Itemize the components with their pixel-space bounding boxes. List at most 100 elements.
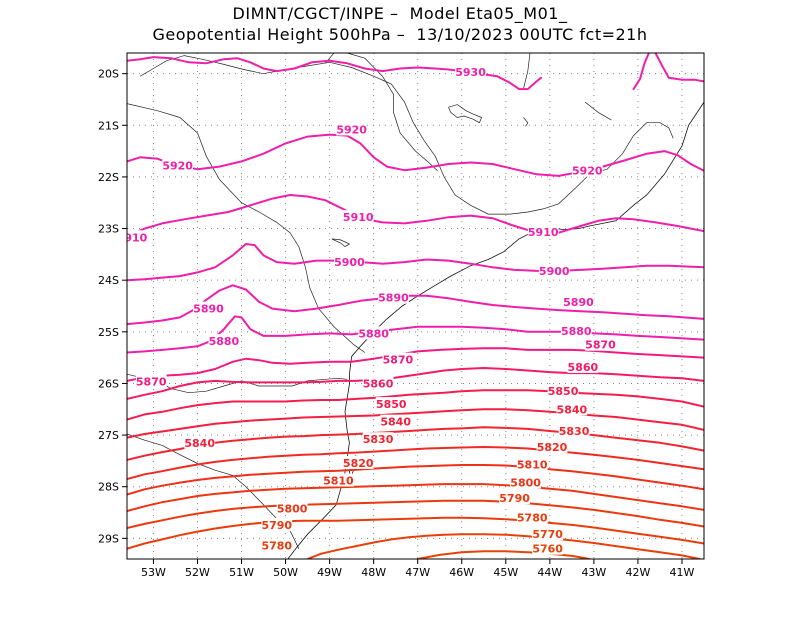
contour-label: 5870 (136, 375, 167, 388)
lon-tick-label: 48W (361, 566, 386, 579)
contour-line-5910 (127, 194, 704, 238)
contour-label-bg (563, 294, 594, 308)
lat-tick-label: 22S (98, 171, 119, 184)
state-border (127, 103, 366, 353)
lake-outline (523, 117, 529, 127)
contour-label: 5870 (383, 354, 414, 367)
contour-label: 5830 (559, 425, 590, 438)
contour-label: 5850 (548, 385, 579, 398)
contour-label: 5810 (323, 475, 354, 488)
contour-label: 5820 (343, 457, 374, 470)
contour-line-5890 (127, 284, 704, 326)
contour-label: 5790 (499, 492, 530, 505)
contour-label-bg (536, 439, 568, 453)
contour-line-5840 (127, 408, 704, 439)
coastline (287, 101, 704, 559)
contour-label-bg (516, 510, 548, 524)
contour-label-bg (162, 158, 194, 172)
lat-tick-label: 23S (98, 223, 119, 236)
contour-label-bg (358, 326, 390, 340)
contour-label: 5840 (557, 403, 588, 416)
contour-label-bg (510, 475, 542, 489)
contour-label-layer: 5930 5920 5920 5920 5910 910 5910 5900 5900 5890 5… (124, 65, 616, 556)
lon-tick-label: 44W (537, 566, 562, 579)
contour-label: 5910 (343, 211, 374, 224)
contour-label-bg (560, 323, 592, 337)
contour-label: 5860 (363, 377, 394, 390)
contour-label-bg (380, 414, 412, 428)
contour-label: 5850 (376, 398, 407, 411)
lon-tick-label: 43W (581, 566, 606, 579)
contour-layer (127, 53, 704, 559)
contour-line-5930 (654, 53, 704, 83)
contour-label: 5780 (261, 540, 292, 553)
contour-label-bg (378, 290, 409, 304)
lat-tick-label: 28S (98, 481, 119, 494)
contour-label-bg (276, 501, 308, 515)
lon-tick-label: 41W (670, 566, 695, 579)
contour-label: 5910 (528, 226, 559, 239)
contour-label-bg (362, 432, 394, 446)
contour-line-5900 (127, 243, 704, 282)
contour-line-5790 (127, 499, 704, 529)
lon-tick-label: 47W (405, 566, 430, 579)
contour-label: 5860 (568, 361, 599, 374)
contour-label: 5900 (539, 265, 570, 278)
contour-line-5830 (127, 426, 704, 461)
contour-line-5810 (127, 464, 704, 496)
lake-outline (331, 238, 351, 248)
contour-label-bg (127, 230, 148, 244)
contour-label-bg (184, 435, 216, 449)
contour-label: 5890 (193, 303, 224, 316)
map-title-line-2: Geopotential Height 500hPa – 13/10/2023 … (152, 25, 648, 44)
contour-line-5820 (127, 446, 704, 480)
contour-label: 5800 (277, 502, 308, 515)
state-border (140, 55, 674, 215)
lon-tick-label: 52W (185, 566, 210, 579)
contour-label: 5800 (510, 477, 541, 490)
contour-label-bg (585, 337, 616, 351)
contour-label-bg (135, 374, 167, 388)
lon-tick-label: 49W (317, 566, 342, 579)
lat-tick-label: 20S (98, 68, 119, 81)
contour-label-bg (547, 384, 579, 398)
contour-line-5760 (416, 550, 591, 559)
contour-label: 5920 (336, 123, 367, 136)
contour-label-bg (558, 423, 590, 437)
contour-label-bg (193, 301, 224, 315)
contour-label: 5760 (532, 543, 563, 556)
lake-outline (448, 104, 483, 124)
contour-label-bg (375, 397, 407, 411)
contour-label: 5890 (378, 292, 409, 305)
contour-label: 5870 (585, 339, 616, 352)
contour-label-bg (532, 541, 564, 555)
contour-label: 5770 (532, 528, 563, 541)
lat-tick-label: 29S (98, 532, 119, 545)
lon-tick-label: 45W (493, 566, 518, 579)
contour-line-5920 (127, 133, 704, 177)
lon-tick-label: 50W (273, 566, 298, 579)
contour-label: 5820 (537, 441, 568, 454)
lat-tick-label: 25S (98, 326, 119, 339)
contour-label: 5890 (563, 296, 594, 309)
contour-label-bg (455, 65, 486, 79)
contour-label-bg (571, 163, 603, 177)
contour-label: 5790 (261, 519, 292, 532)
contour-label-bg (334, 255, 365, 269)
contour-label-bg (499, 491, 531, 505)
contour-label: 5810 (517, 459, 548, 472)
contour-line-5930 (127, 56, 542, 91)
plot-frame (126, 52, 705, 560)
contour-label-bg (516, 457, 548, 471)
contour-label-bg (532, 527, 564, 541)
contour-label-bg (342, 455, 374, 469)
lon-tick-label: 53W (141, 566, 166, 579)
contour-line-5800 (127, 483, 704, 512)
state-border (584, 101, 612, 121)
contour-label: 5840 (184, 437, 215, 450)
contour-label: 5920 (162, 160, 193, 173)
contour-label: 910 (124, 231, 147, 244)
lat-tick-label: 21S (98, 119, 119, 132)
graticule (127, 53, 704, 559)
